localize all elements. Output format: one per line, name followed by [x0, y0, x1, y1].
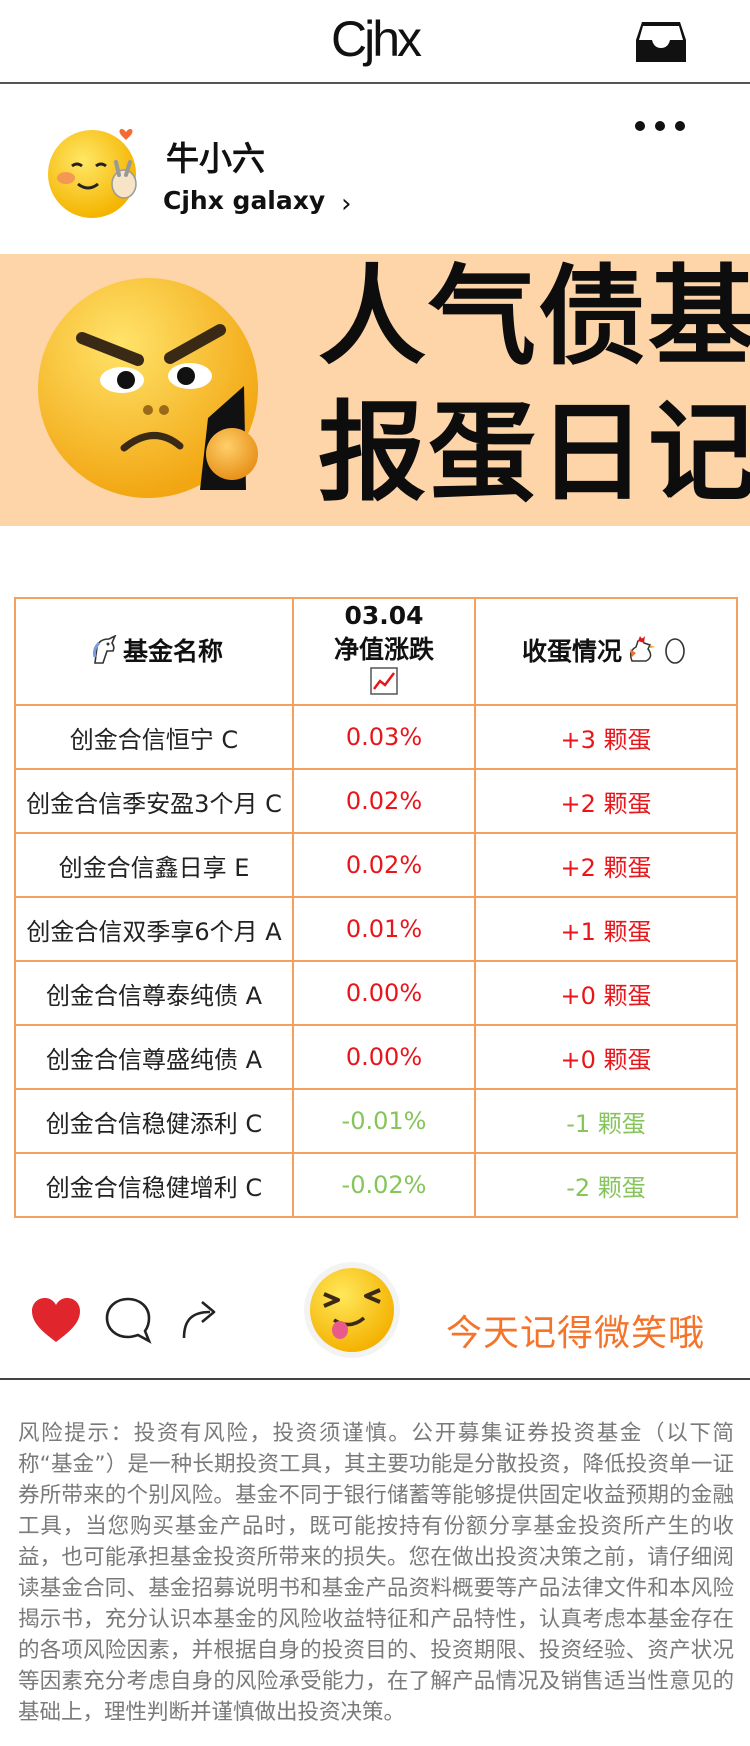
egg-count: +2 颗蛋: [474, 832, 738, 898]
title-banner: 人气债基 报蛋日记: [0, 254, 750, 526]
frowning-face-icon: [30, 268, 300, 508]
rooster-icon: [626, 635, 656, 671]
egg-icon: [664, 635, 686, 671]
fund-name: 创金合信恒宁 C: [14, 704, 294, 770]
table-row: 创金合信双季享6个月 A 0.01% +1 颗蛋: [14, 896, 738, 962]
table-header-row: 基金名称 03.04 净值涨跌 收蛋情况: [14, 597, 738, 706]
header-date: 03.04: [344, 601, 424, 630]
header-eggs-label: 收蛋情况: [521, 637, 622, 666]
fund-name: 创金合信稳健添利 C: [14, 1088, 294, 1154]
table-row: 创金合信稳健增利 C -0.02% -2 颗蛋: [14, 1152, 738, 1218]
action-bar: 今天记得微笑哦: [0, 1250, 750, 1380]
egg-count: +0 颗蛋: [474, 960, 738, 1026]
unicorn-icon: [89, 634, 119, 671]
banner-title-line1: 人气债基: [318, 255, 750, 380]
nav-change: 0.02%: [292, 832, 476, 898]
header-eggs: 收蛋情况: [474, 597, 738, 706]
table-row: 创金合信尊泰纯债 A 0.00% +0 颗蛋: [14, 960, 738, 1026]
nav-change: 0.03%: [292, 704, 476, 770]
fund-name: 创金合信鑫日享 E: [14, 832, 294, 898]
chevron-right-icon: ›: [341, 189, 352, 219]
avatar[interactable]: [46, 120, 146, 220]
fund-name: 创金合信稳健增利 C: [14, 1152, 294, 1218]
risk-disclaimer: 风险提示：投资有风险，投资须谨慎。公开募集证券投资基金（以下简称“基金”）是一种…: [18, 1421, 734, 1725]
egg-count: +2 颗蛋: [474, 768, 738, 834]
username: 牛小六: [166, 139, 265, 178]
egg-count: -1 颗蛋: [474, 1088, 738, 1154]
share-icon[interactable]: [180, 1296, 220, 1340]
inbox-icon[interactable]: [634, 18, 688, 66]
header-fund-name: 基金名称: [14, 597, 294, 706]
egg-count: +0 颗蛋: [474, 1024, 738, 1090]
fund-name: 创金合信尊泰纯债 A: [14, 960, 294, 1026]
fund-name: 创金合信双季享6个月 A: [14, 896, 294, 962]
egg-count: +3 颗蛋: [474, 704, 738, 770]
nav-change: -0.02%: [292, 1152, 476, 1218]
brand-link[interactable]: Cjhx galaxy ›: [163, 186, 352, 219]
header-fund-name-label: 基金名称: [122, 637, 223, 666]
header-change-label: 净值涨跌: [333, 635, 434, 664]
egg-count: +1 颗蛋: [474, 896, 738, 962]
nav-change: 0.02%: [292, 768, 476, 834]
table-row: 创金合信尊盛纯债 A 0.00% +0 颗蛋: [14, 1024, 738, 1090]
comment-icon[interactable]: [104, 1296, 152, 1344]
nav-change: 0.01%: [292, 896, 476, 962]
tongue-face-icon: [302, 1260, 402, 1360]
app-logo: Cjhx: [330, 11, 422, 67]
banner-title-line2: 报蛋日记: [318, 391, 750, 516]
nav-change: -0.01%: [292, 1088, 476, 1154]
table-row: 创金合信季安盈3个月 C 0.02% +2 颗蛋: [14, 768, 738, 834]
table-row: 创金合信鑫日享 E 0.02% +2 颗蛋: [14, 832, 738, 898]
brand-name: Cjhx galaxy: [163, 186, 326, 215]
fund-name: 创金合信尊盛纯债 A: [14, 1024, 294, 1090]
chart-increasing-icon: [298, 667, 470, 704]
more-dots-icon[interactable]: [632, 116, 688, 136]
table-row: 创金合信恒宁 C 0.03% +3 颗蛋: [14, 704, 738, 770]
top-bar: Cjhx: [0, 0, 750, 84]
smile-message: 今天记得微笑哦: [446, 1313, 706, 1354]
egg-count: -2 颗蛋: [474, 1152, 738, 1218]
profile-header: 牛小六 Cjhx galaxy ›: [0, 86, 750, 254]
nav-change: 0.00%: [292, 1024, 476, 1090]
fund-table: 基金名称 03.04 净值涨跌 收蛋情况 创金合信恒宁 C 0.03% +3 颗…: [14, 597, 738, 1218]
heart-icon[interactable]: [30, 1296, 82, 1344]
header-change: 03.04 净值涨跌: [292, 597, 476, 706]
fund-name: 创金合信季安盈3个月 C: [14, 768, 294, 834]
table-row: 创金合信稳健添利 C -0.01% -1 颗蛋: [14, 1088, 738, 1154]
nav-change: 0.00%: [292, 960, 476, 1026]
